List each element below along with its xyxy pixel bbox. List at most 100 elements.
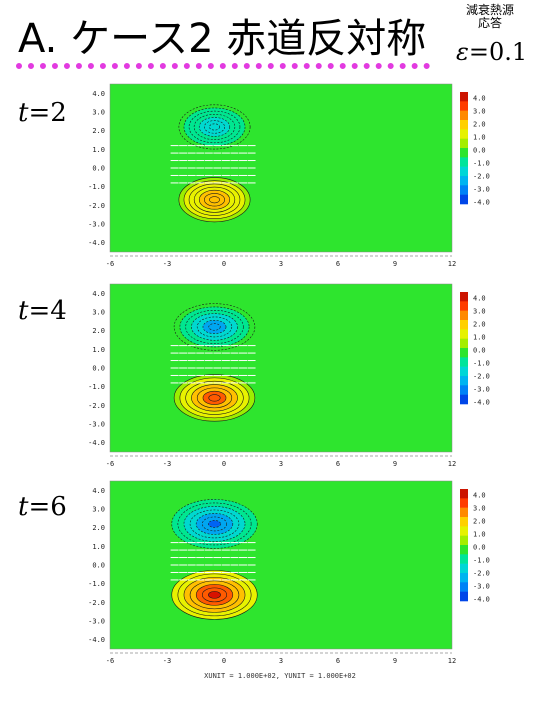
- time-eq: =: [28, 98, 51, 128]
- colorbar-swatch: [460, 394, 468, 405]
- time-value: 2: [50, 98, 67, 128]
- colorbar-label: -2.0: [473, 570, 490, 578]
- feature-1: [173, 303, 256, 351]
- plot-frame: [109, 480, 453, 650]
- title-underline: [16, 63, 430, 69]
- panel-3-time-label: t=6: [18, 492, 67, 522]
- y-tick-label: -3.0: [88, 618, 105, 626]
- colorbar-swatch: [460, 376, 468, 386]
- colorbar-swatch: [460, 329, 468, 339]
- time-var: t: [18, 98, 29, 128]
- x-axis: -6 -3 0 3 6 9 12: [106, 255, 456, 268]
- x-tick-label: -3: [163, 657, 171, 665]
- plot-area: [110, 481, 452, 649]
- epsilon-equals: =: [468, 38, 489, 66]
- note-line-1: 減衰熱源: [465, 3, 514, 17]
- colorbar-label: 3.0: [473, 108, 486, 116]
- y-tick-label: 4.0: [92, 290, 105, 298]
- plot-area: [110, 284, 452, 452]
- x-axis: -6 -3 0 3 6 9 12: [106, 455, 456, 468]
- colorbar-label: 0.0: [473, 347, 486, 355]
- feature-1: [178, 104, 251, 150]
- x-tick-label: 12: [448, 460, 456, 468]
- contour-level: [208, 323, 221, 331]
- x-tick-label: 3: [279, 657, 283, 665]
- x-tick-label: 3: [279, 260, 283, 268]
- y-tick-label: -1.0: [88, 580, 105, 588]
- epsilon-label: ε=0.1: [456, 38, 527, 66]
- colorbar: 4.0 3.0 2.0 1.0 0.0 -1.0 -2.0 -3.0 -4.0: [460, 92, 490, 207]
- y-tick-label: 1.0: [92, 146, 105, 154]
- x-tick-label: 9: [393, 657, 397, 665]
- colorbar-label: 0.0: [473, 544, 486, 552]
- colorbar-label: -4.0: [473, 399, 490, 407]
- colorbar-swatch: [460, 526, 468, 536]
- colorbar-swatch: [460, 489, 468, 499]
- colorbar-label: 3.0: [473, 505, 486, 513]
- colorbar-swatch: [460, 110, 468, 121]
- colorbar-label: 4.0: [473, 492, 486, 500]
- colorbar-swatch: [460, 176, 468, 186]
- colorbar-swatch: [460, 166, 468, 177]
- time-eq: =: [28, 296, 51, 326]
- wind-vectors: [170, 542, 256, 581]
- footer-units: XUNIT = 1.000E+02, YUNIT = 1.000E+02: [204, 672, 356, 680]
- plot-frame: [109, 83, 453, 253]
- contour-level: [209, 123, 220, 131]
- colorbar-label: 4.0: [473, 95, 486, 103]
- wind-vectors: [170, 145, 256, 184]
- colorbar-label: -3.0: [473, 386, 490, 394]
- colorbar-swatch: [460, 498, 468, 508]
- x-tick-label: 0: [222, 657, 226, 665]
- y-tick-label: -3.0: [88, 221, 105, 229]
- colorbar-label: -3.0: [473, 186, 490, 194]
- colorbar-label: 1.0: [473, 334, 486, 342]
- panel-2-time-label: t=4: [18, 296, 67, 326]
- heatmap-panel-3: -6 -3 0 3 6 9 12 4.0 3.0 2.0 1.0 0.0 -1.0 -2.0 -3.0 -4.…: [88, 480, 490, 665]
- colorbar-swatch: [460, 582, 468, 592]
- y-tick-label: 1.0: [92, 346, 105, 354]
- colorbar-label: 0.0: [473, 147, 486, 155]
- heatmap-panel-2: -6 -3 0 3 6 9 12 4.0 3.0 2.0 1.0 0.0 -1.0 -2.0 -3.0 -4.…: [88, 283, 490, 468]
- x-tick-label: -6: [106, 657, 114, 665]
- x-tick-label: 6: [336, 657, 340, 665]
- colorbar-label: -3.0: [473, 583, 490, 591]
- colorbar-label: 1.0: [473, 531, 486, 539]
- x-tick-label: 9: [393, 460, 397, 468]
- time-value: 6: [50, 492, 67, 522]
- colorbar-swatch: [460, 357, 468, 367]
- contour-level: [208, 394, 221, 402]
- y-tick-label: 0.0: [92, 562, 105, 570]
- colorbar-swatch: [460, 138, 468, 149]
- y-tick-label: -2.0: [88, 599, 105, 607]
- y-tick-label: 2.0: [92, 524, 105, 532]
- epsilon-symbol: ε: [456, 38, 469, 66]
- y-tick-label: -3.0: [88, 421, 105, 429]
- colorbar-swatch: [460, 338, 468, 349]
- y-tick-label: -1.0: [88, 383, 105, 391]
- colorbar-swatch: [460, 507, 468, 518]
- feature-1: [171, 499, 258, 549]
- colorbar-swatch: [460, 157, 468, 167]
- colorbar-swatch: [460, 148, 468, 158]
- y-tick-label: -1.0: [88, 183, 105, 191]
- colorbar-swatch: [460, 92, 468, 102]
- colorbar-label: -4.0: [473, 596, 490, 604]
- y-tick-label: 3.0: [92, 309, 105, 317]
- colorbar-label: -2.0: [473, 373, 490, 381]
- colorbar-label: 2.0: [473, 121, 486, 129]
- y-axis: 4.0 3.0 2.0 1.0 0.0 -1.0 -2.0 -3.0 -4.0: [88, 290, 105, 447]
- colorbar-swatch: [460, 101, 468, 111]
- heatmap-panel-1: -6 -3 0 3 6 9 12 4.0 3.0 2.0 1.0 0.0 -1.0 -2.0 -3.0 -4.…: [88, 83, 490, 268]
- colorbar-swatch: [460, 348, 468, 358]
- x-tick-label: -3: [163, 260, 171, 268]
- note-line-2: 応答: [477, 16, 502, 30]
- colorbar-label: 2.0: [473, 518, 486, 526]
- colorbar-swatch: [460, 517, 468, 527]
- colorbar-label: 2.0: [473, 321, 486, 329]
- x-tick-label: 0: [222, 460, 226, 468]
- x-tick-label: 6: [336, 460, 340, 468]
- y-tick-label: 3.0: [92, 506, 105, 514]
- y-tick-label: -4.0: [88, 636, 105, 644]
